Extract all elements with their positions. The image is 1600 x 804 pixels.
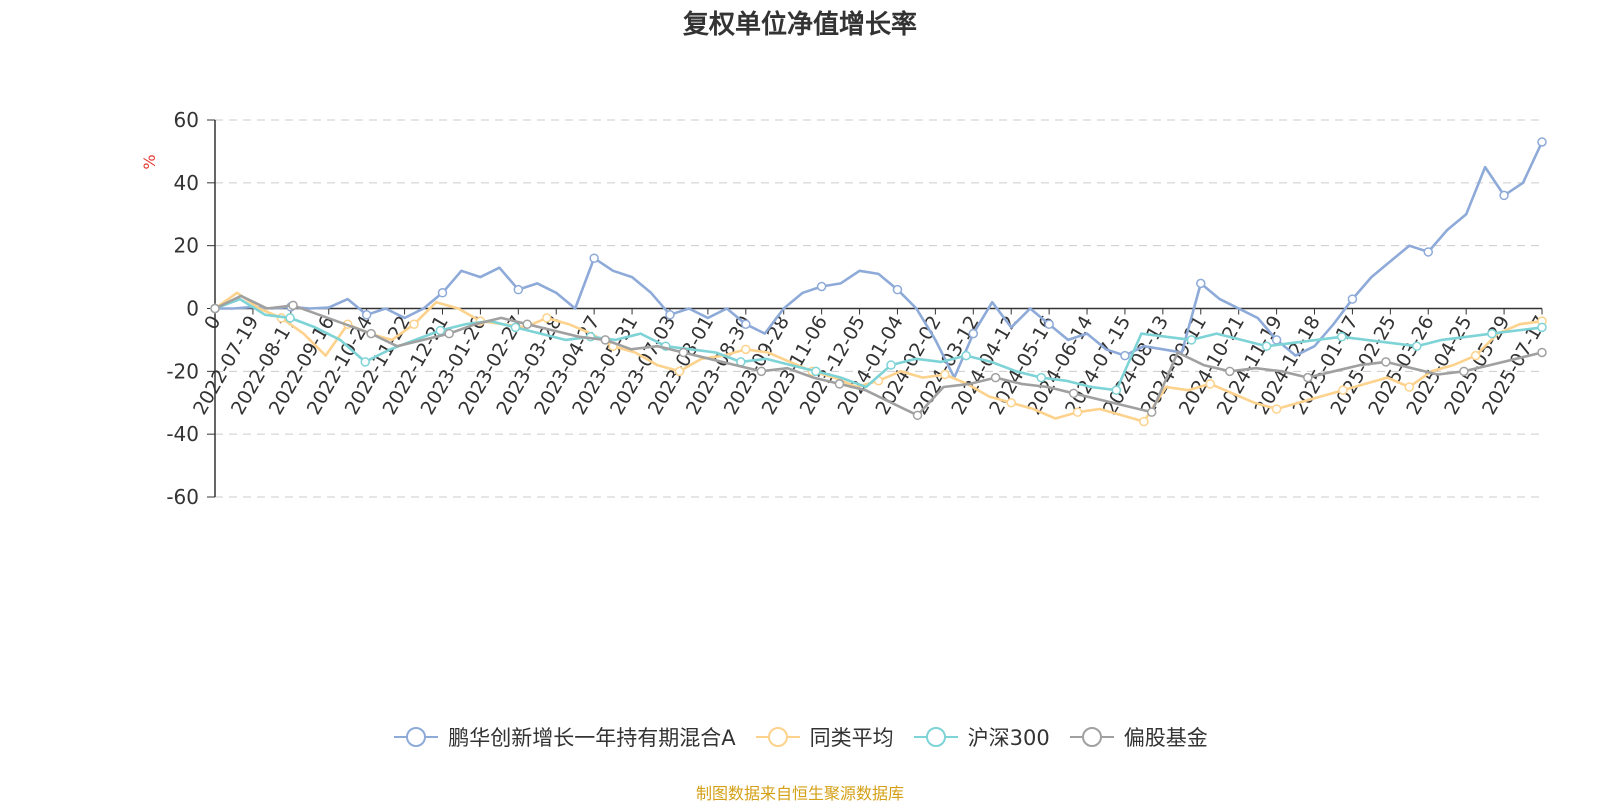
x-axis-ticks: 02022-07-192022-08-172022-09-162022-10-2… (189, 308, 1552, 419)
series-lines (210, 137, 1547, 427)
series-point (1487, 328, 1497, 339)
legend-item[interactable]: 同类平均 (754, 722, 894, 752)
x-tick-label: 0 (200, 312, 225, 333)
series-point (513, 284, 524, 295)
series-point (366, 328, 376, 339)
series-point (1271, 335, 1282, 345)
series-point (1186, 335, 1197, 345)
series-point (522, 319, 532, 329)
series-point (1261, 341, 1272, 351)
series-point (510, 322, 521, 333)
series-point (1146, 407, 1157, 417)
y-tick-label: -60 (166, 485, 199, 509)
series-point (1336, 332, 1347, 342)
series-line (214, 294, 1543, 417)
grid-lines (215, 119, 1542, 498)
series-point (912, 410, 923, 421)
series-point (1412, 341, 1422, 351)
y-axis-label: % (140, 154, 159, 169)
legend-marker-icon (394, 727, 439, 747)
series-point (961, 350, 971, 361)
series-point (741, 319, 751, 329)
series-point (1404, 382, 1415, 392)
series-point (1303, 372, 1313, 383)
series-point (1044, 319, 1054, 329)
series-point (1459, 366, 1469, 377)
series-point (1120, 350, 1130, 361)
series-point (756, 366, 767, 377)
legend-label: 沪深300 (967, 726, 1050, 750)
y-tick-label: 20 (174, 234, 199, 258)
series-point (589, 253, 599, 263)
series-point (409, 319, 419, 329)
y-tick-label: -20 (166, 359, 199, 383)
legend-item[interactable]: 鹏华创新增长一年持有期混合A (392, 722, 736, 752)
series-point (1271, 404, 1282, 414)
series-point (361, 310, 372, 320)
series-point (1072, 407, 1083, 417)
legend-item[interactable]: 偏股基金 (1068, 722, 1208, 752)
series-point (674, 366, 685, 377)
y-tick-label: 40 (174, 171, 199, 195)
series-point (1338, 385, 1348, 395)
series-point (444, 328, 454, 339)
series-point (990, 372, 1001, 383)
series-point (816, 281, 827, 292)
series-point (1537, 322, 1547, 333)
legend-marker-icon (755, 727, 800, 747)
legend-marker-icon (1069, 727, 1114, 747)
legend-item[interactable]: 沪深300 (912, 722, 1050, 752)
series-point (678, 347, 689, 358)
series-point (1470, 350, 1481, 361)
series-point (542, 313, 552, 323)
series-point (968, 328, 979, 339)
series-point (600, 335, 611, 345)
series-point (435, 325, 446, 336)
series-point (940, 369, 950, 380)
series-point (834, 379, 845, 389)
legend: 鹏华创新增长一年持有期混合A 同类平均 沪深300 偏股基金 (0, 722, 1600, 752)
series-point (665, 310, 675, 320)
data-source-note: 制图数据来自恒生聚源数据库 (695, 784, 904, 803)
series-point (360, 357, 370, 367)
series-point (1423, 247, 1434, 257)
series-point (437, 288, 448, 298)
y-tick-label: 60 (174, 108, 199, 132)
legend-label: 鹏华创新增长一年持有期混合A (448, 726, 736, 750)
y-tick-label: 0 (186, 297, 199, 321)
series-point (1225, 366, 1235, 377)
series-point (1139, 416, 1149, 427)
series-point (811, 366, 821, 377)
series-point (1036, 372, 1046, 383)
series-point (1205, 379, 1215, 389)
series-point (1347, 294, 1358, 304)
y-axis-ticks: 60 40 20 0 -20 -40 -60 (166, 108, 1542, 509)
series-point (1381, 357, 1391, 367)
chart-title: 复权单位净值增长率 (682, 10, 917, 40)
series-point (892, 284, 903, 295)
series-point (1537, 137, 1547, 147)
series-point (285, 313, 295, 323)
legend-label: 同类平均 (809, 726, 894, 750)
series-point (1537, 347, 1547, 358)
legend-label: 偏股基金 (1123, 726, 1208, 750)
series-point (1111, 385, 1122, 395)
series-point (741, 344, 751, 355)
series-point (886, 360, 896, 370)
legend-marker-icon (913, 727, 958, 747)
series-point (1006, 398, 1016, 408)
series-point (210, 303, 220, 314)
y-tick-label: -40 (166, 422, 199, 446)
series-point (288, 300, 298, 311)
series-point (1068, 388, 1079, 399)
series-point (1196, 278, 1206, 289)
series-point (1499, 190, 1509, 201)
